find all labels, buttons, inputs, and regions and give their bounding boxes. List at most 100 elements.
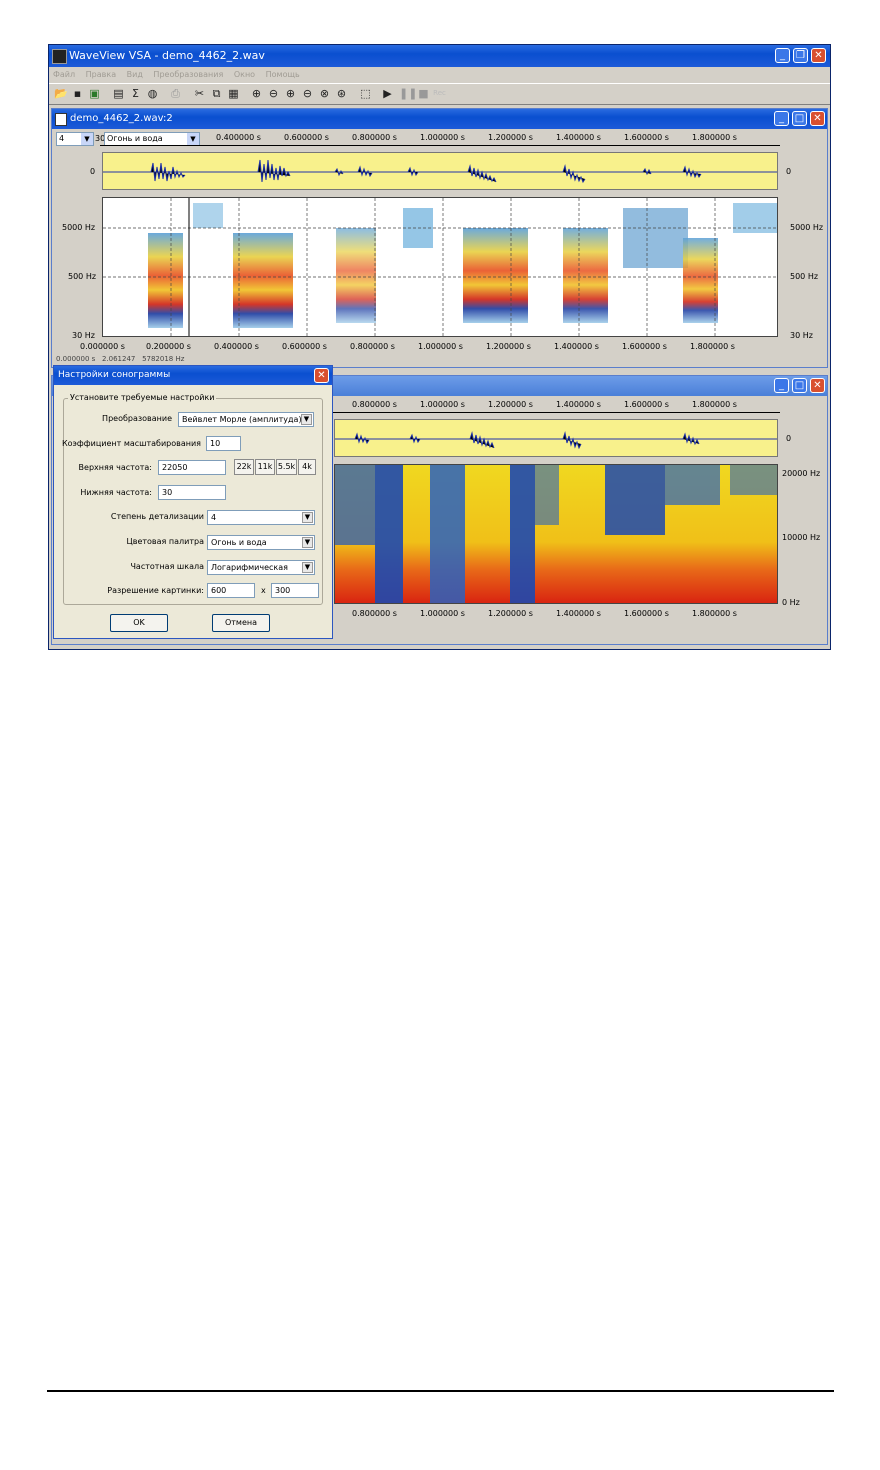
fft-spectrogram [334, 464, 778, 604]
zoom-all-icon[interactable]: ⊛ [336, 87, 347, 100]
menu-bar: Файл Правка Вид Преобразования Окно Помо… [49, 67, 830, 83]
detail-select[interactable]: 4 ▼ [207, 510, 315, 525]
group-caption: Установите требуемые настройки [68, 393, 217, 402]
time-tick: 1.000000 s [420, 609, 465, 618]
time-tick: 1.800000 s [690, 342, 735, 351]
time-tick: 1.000000 s [420, 400, 465, 409]
time-tick: 0.600000 s [282, 342, 327, 351]
dialog-titlebar: Настройки сонограммы ✕ [54, 366, 332, 385]
freq-4k-button[interactable]: 4k [298, 459, 316, 475]
time-ruler-bottom: 0.000000 s 0.200000 s 0.400000 s 0.60000… [80, 340, 780, 354]
menu-transforms[interactable]: Преобразования [153, 70, 224, 79]
copy-icon[interactable]: ⧉ [212, 87, 221, 100]
detail-label: Степень детализации [110, 512, 204, 521]
scale-input[interactable]: 10 [206, 436, 241, 451]
child2-maximize-button[interactable]: □ [792, 378, 807, 393]
export-icon[interactable]: ▣ [89, 87, 100, 100]
zoom-fit-icon[interactable]: ⊗ [319, 87, 330, 100]
time-tick: 1.200000 s [488, 133, 533, 142]
save-icon[interactable]: ▪ [73, 87, 82, 100]
detail-combo[interactable]: 4 ▼ [56, 132, 94, 146]
select-icon[interactable]: ⬚ [360, 87, 371, 100]
close-button[interactable]: ✕ [811, 48, 826, 63]
minimize-button[interactable]: _ [775, 48, 790, 63]
cut-icon[interactable]: ✂ [194, 87, 205, 100]
paste-icon[interactable]: ▦ [228, 87, 239, 100]
dialog-title: Настройки сонограммы [58, 370, 171, 380]
menu-window[interactable]: Окно [233, 70, 256, 79]
print-icon[interactable]: ⎙ [171, 87, 180, 100]
lower-freq-input[interactable]: 30 [158, 485, 226, 500]
child1-minimize-button[interactable]: _ [774, 111, 789, 126]
rec-icon[interactable]: Rec [433, 89, 446, 97]
time-tick: 1.400000 s [556, 400, 601, 409]
wave-zero-left: 0 [90, 167, 96, 176]
wave-zero-right-2: 0 [786, 434, 792, 443]
app-titlebar: WaveView VSA - demo_4462_2.wav _ ❐ ✕ [49, 45, 830, 67]
freq-5-5k-button[interactable]: 5.5k [276, 459, 297, 475]
sum-icon[interactable]: Σ [132, 87, 139, 100]
chevron-down-icon: ▼ [187, 133, 199, 145]
app-title: WaveView VSA - demo_4462_2.wav [69, 49, 265, 62]
sonogram-window-1: demo_4462_2.wav:2 _ □ ✕ 4 ▼ 30 Огонь и во… [51, 108, 828, 368]
play-icon[interactable]: ▶ [383, 87, 392, 100]
time-tick: 1.600000 s [622, 342, 667, 351]
document-icon [55, 113, 67, 126]
child2-minimize-button[interactable]: _ [774, 378, 789, 393]
freq-scale-select[interactable]: Логарифмическая ▼ [207, 560, 315, 575]
ok-button[interactable]: OK [110, 614, 168, 632]
palette-select[interactable]: Огонь и вода ▼ [207, 535, 315, 550]
time-tick: 1.800000 s [692, 609, 737, 618]
menu-edit[interactable]: Правка [85, 70, 117, 79]
freq-22k-button[interactable]: 22k [234, 459, 254, 475]
mouse-icon[interactable]: ◍ [147, 87, 158, 100]
time-tick: 1.600000 s [624, 400, 669, 409]
zoom-in-h-icon[interactable]: ⊕ [251, 87, 262, 100]
stop-icon[interactable]: ■ [418, 87, 429, 100]
waveform-2 [334, 419, 778, 457]
menu-help[interactable]: Помощь [265, 70, 300, 79]
freq-11k-button[interactable]: 11k [255, 459, 275, 475]
chevron-down-icon: ▼ [301, 414, 312, 425]
pause-icon[interactable]: ❚❚ [399, 87, 418, 100]
time-tick: 0.800000 s [352, 400, 397, 409]
transform-label: Преобразование [102, 414, 172, 423]
resolution-height-input[interactable]: 300 [271, 583, 319, 598]
freq-label-right: 500 Hz [790, 272, 819, 281]
child2-close-button[interactable]: ✕ [810, 378, 825, 393]
restore-button[interactable]: ❐ [793, 48, 808, 63]
child1-close-button[interactable]: ✕ [810, 111, 825, 126]
menu-view[interactable]: Вид [126, 70, 143, 79]
upper-freq-input[interactable]: 22050 [158, 460, 226, 475]
cancel-button[interactable]: Отмена [212, 614, 270, 632]
page-footer-rule [47, 1390, 834, 1392]
time-tick: 0.800000 s [350, 342, 395, 351]
dialog-close-button[interactable]: ✕ [314, 368, 329, 383]
resolution-x-label: x [261, 586, 266, 595]
time-tick: 0.400000 s [216, 133, 261, 142]
chevron-down-icon: ▼ [302, 512, 313, 523]
transform-select[interactable]: Вейвлет Морле (амплитуда) ▼ [178, 412, 314, 427]
copy-file-icon[interactable]: ▤ [113, 87, 124, 100]
spectrogram-image-2 [335, 465, 777, 603]
time-tick: 1.200000 s [486, 342, 531, 351]
time-tick: 1.400000 s [556, 133, 601, 142]
resolution-width-input[interactable]: 600 [207, 583, 255, 598]
time-tick: 1.400000 s [556, 609, 601, 618]
freq-label-right: 30 Hz [790, 331, 813, 340]
menu-file[interactable]: Файл [53, 70, 76, 79]
time-tick: 1.600000 s [624, 609, 669, 618]
chevron-down-icon: ▼ [302, 537, 313, 548]
chevron-down-icon: ▼ [302, 562, 313, 573]
waveform-trace-2 [335, 431, 777, 450]
upper-freq-label: Верхняя частота: [78, 463, 152, 472]
sonogram-settings-dialog: Настройки сонограммы ✕ Установите требуе… [53, 365, 333, 639]
child1-maximize-button[interactable]: □ [792, 111, 807, 126]
zoom-in-v-icon[interactable]: ⊕ [285, 87, 296, 100]
zoom-out-h-icon[interactable]: ⊖ [268, 87, 279, 100]
time-ruler-top-2: 0.800000 s 1.000000 s 1.200000 s 1.40000… [332, 398, 780, 416]
open-icon[interactable]: 📂 [54, 87, 68, 100]
freq-label-left: 30 Hz [72, 331, 95, 340]
time-tick: 0.800000 s [352, 133, 397, 142]
zoom-out-v-icon[interactable]: ⊖ [302, 87, 313, 100]
